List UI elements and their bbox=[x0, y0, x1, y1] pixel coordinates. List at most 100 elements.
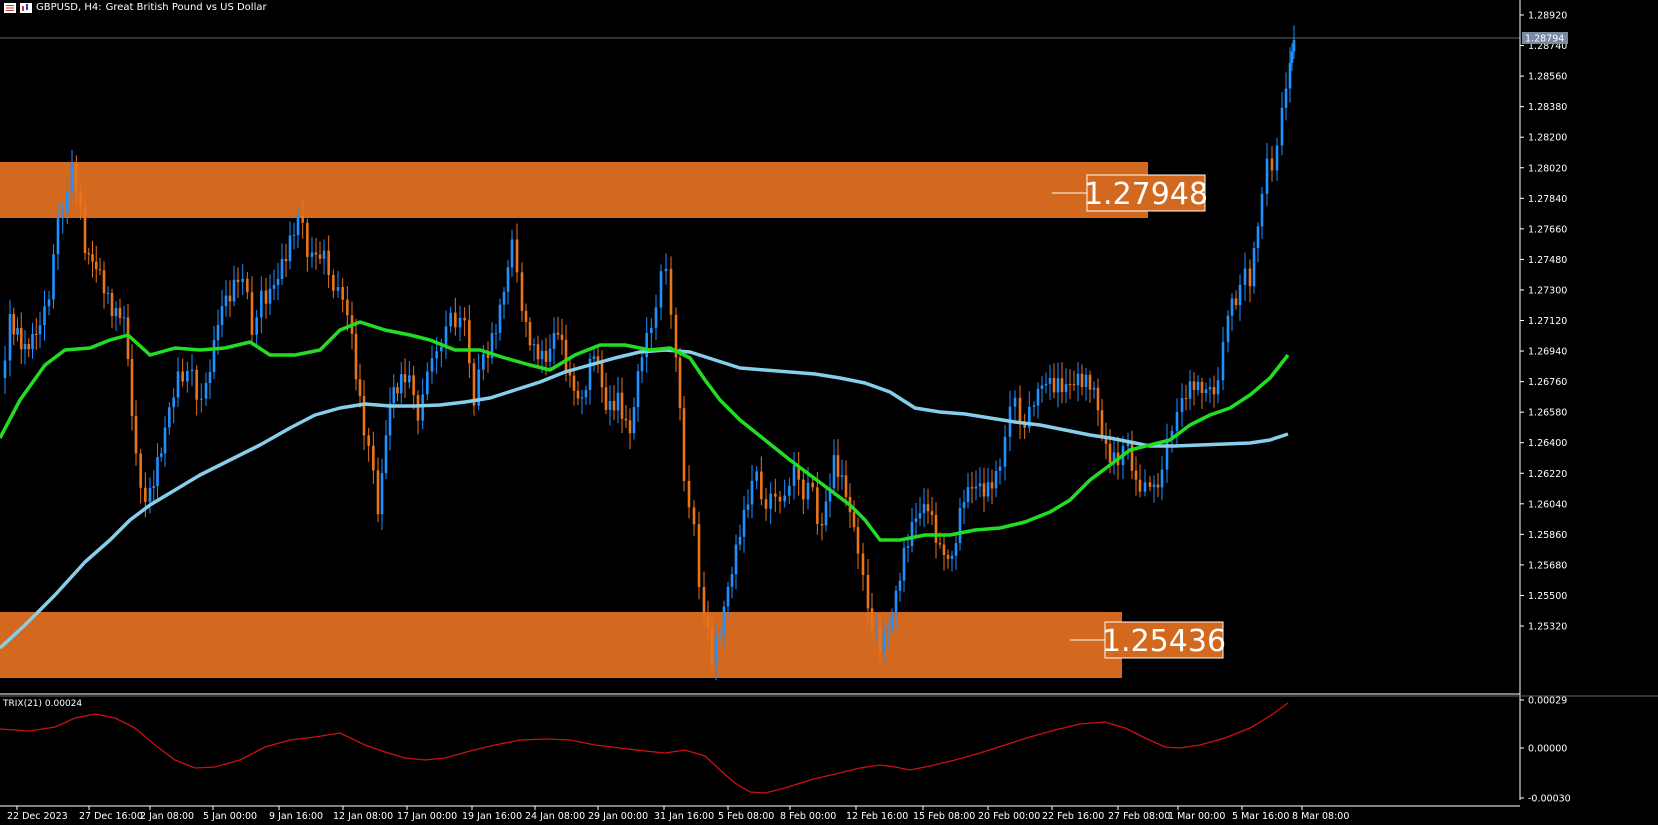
candle-body bbox=[56, 218, 60, 255]
candle-body bbox=[358, 379, 362, 396]
candle-body bbox=[1284, 88, 1288, 108]
candle-body bbox=[16, 328, 19, 335]
candle-body bbox=[1080, 373, 1084, 387]
candle-body bbox=[902, 547, 906, 581]
price-tick-label: 1.26580 bbox=[1528, 408, 1567, 419]
candle-body bbox=[783, 495, 786, 502]
candle-body bbox=[468, 320, 471, 364]
candle-body bbox=[1018, 397, 1022, 424]
candle-body bbox=[502, 291, 506, 305]
candle-body bbox=[954, 543, 958, 556]
time-tick-label: 5 Jan 00:00 bbox=[203, 811, 257, 822]
candle-body bbox=[1252, 248, 1256, 287]
candle-body bbox=[1052, 378, 1056, 393]
candle-body bbox=[472, 363, 476, 406]
zone-rect-0 bbox=[0, 162, 1148, 218]
candle-body bbox=[403, 374, 407, 383]
candle-body bbox=[449, 312, 452, 327]
candle-body bbox=[75, 163, 78, 192]
price-tick-label: 1.28020 bbox=[1528, 163, 1567, 174]
candle-body bbox=[702, 586, 706, 616]
candle-body bbox=[1280, 107, 1284, 146]
candle-body bbox=[288, 235, 292, 262]
candle-body bbox=[836, 455, 840, 477]
candle-body bbox=[710, 627, 714, 665]
candle-body bbox=[12, 314, 16, 335]
candle-body bbox=[34, 333, 38, 335]
candle-body bbox=[498, 304, 502, 333]
chart-list-icon[interactable] bbox=[4, 2, 16, 13]
candle-body bbox=[1032, 405, 1036, 407]
trix-tick-label: -0.00030 bbox=[1528, 794, 1571, 805]
candle-body bbox=[616, 392, 620, 411]
candle-body bbox=[659, 271, 663, 308]
candle-body bbox=[114, 308, 118, 317]
candle-body bbox=[232, 279, 236, 302]
candle-body bbox=[778, 496, 782, 502]
candle-body bbox=[730, 574, 734, 587]
price-tick-label: 1.26220 bbox=[1528, 469, 1567, 480]
trix-label: TRIX(21) 0.00024 bbox=[3, 699, 83, 709]
time-tick-label: 22 Dec 2023 bbox=[7, 811, 68, 822]
candle-body bbox=[1192, 381, 1196, 391]
overlay-layer: 1.27948 1.25436 bbox=[0, 37, 1520, 659]
candle-body bbox=[200, 398, 203, 400]
candle-body bbox=[560, 334, 564, 340]
candle-body bbox=[596, 356, 600, 364]
candle-body bbox=[139, 453, 142, 488]
candle-body bbox=[47, 299, 51, 307]
candle-body bbox=[820, 523, 824, 526]
candle-body bbox=[898, 580, 902, 591]
candle-body bbox=[408, 375, 411, 383]
candle-body bbox=[922, 504, 926, 514]
candle-body bbox=[697, 524, 701, 587]
candle-body bbox=[172, 397, 175, 408]
candle-body bbox=[645, 332, 648, 358]
candle-body bbox=[942, 544, 946, 555]
candle-body bbox=[576, 390, 580, 399]
symbol-description: Great British Pound vs US Dollar bbox=[105, 2, 267, 13]
candle-body bbox=[204, 383, 208, 399]
candle-body bbox=[463, 317, 466, 321]
candle-body bbox=[1260, 193, 1264, 227]
candle-body bbox=[852, 512, 856, 528]
candle-body bbox=[186, 370, 189, 382]
candle-body bbox=[61, 212, 64, 219]
candle-body bbox=[832, 455, 836, 488]
candle-body bbox=[632, 407, 636, 434]
zones-layer bbox=[0, 162, 1148, 678]
candle-body bbox=[1108, 443, 1112, 463]
candle-body bbox=[241, 278, 244, 283]
candle-body bbox=[532, 344, 536, 346]
candle-body bbox=[1064, 384, 1068, 392]
time-tick-label: 1 Mar 00:00 bbox=[1168, 811, 1225, 822]
time-tick-label: 15 Feb 08:00 bbox=[913, 811, 975, 822]
candle-body bbox=[990, 482, 994, 489]
candle-body bbox=[163, 427, 167, 454]
price-tick-label: 1.27840 bbox=[1528, 194, 1567, 205]
candle-body bbox=[946, 554, 950, 559]
time-tick-label: 5 Mar 16:00 bbox=[1232, 811, 1289, 822]
candle-body bbox=[1170, 430, 1174, 439]
candle-body bbox=[600, 363, 604, 388]
candle-body bbox=[886, 628, 890, 633]
candle-body bbox=[540, 350, 544, 360]
candle-body bbox=[284, 259, 288, 262]
candle-body bbox=[122, 317, 126, 319]
candle-body bbox=[824, 501, 828, 526]
trix-tick-label: 0.00029 bbox=[1528, 696, 1567, 707]
candle-body bbox=[1048, 378, 1052, 384]
candle-body bbox=[195, 369, 198, 400]
candle-body bbox=[986, 482, 990, 497]
price-tick-label: 1.26940 bbox=[1528, 347, 1567, 358]
price-tick-label: 1.28560 bbox=[1528, 72, 1567, 83]
candle-body bbox=[1256, 226, 1260, 249]
candle-body bbox=[682, 408, 686, 481]
candle-body bbox=[1056, 378, 1060, 393]
candle-body bbox=[970, 487, 974, 489]
candlestick-icon[interactable] bbox=[20, 2, 32, 13]
candle-body bbox=[1243, 268, 1247, 285]
candle-body bbox=[159, 453, 163, 457]
